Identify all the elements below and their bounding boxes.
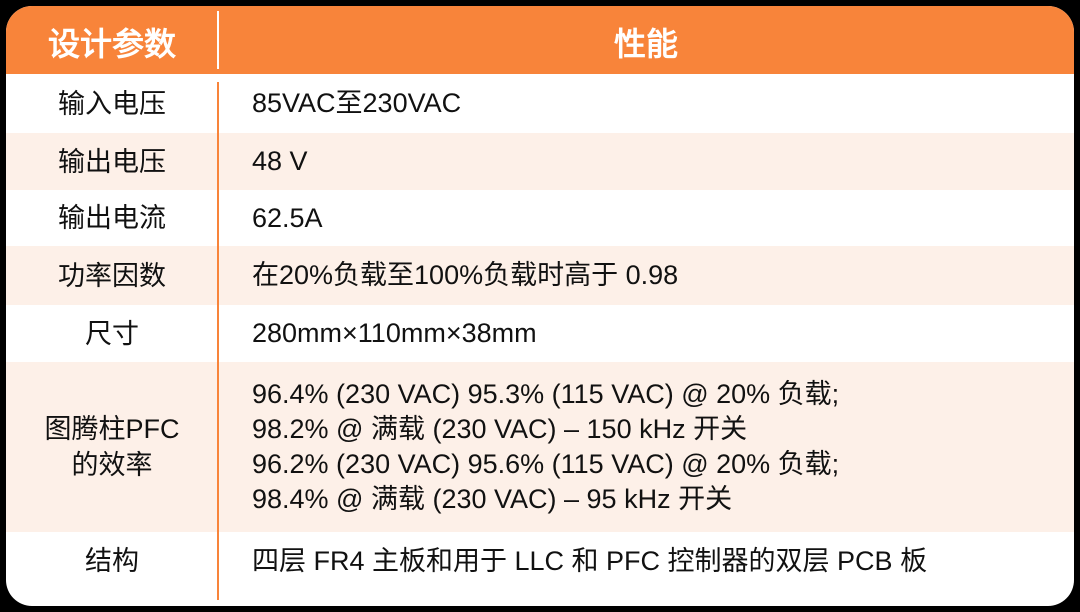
- param-label: 结构: [85, 546, 139, 576]
- row-param: 尺寸: [6, 305, 218, 362]
- param-label: 图腾柱PFC的效率: [44, 414, 180, 480]
- value-line: 四层 FR4 主板和用于 LLC 和 PFC 控制器的双层 PCB 板: [252, 545, 928, 576]
- value-line: 85VAC至230VAC: [252, 88, 462, 118]
- param-label: 输出电压: [58, 146, 166, 177]
- value-line: 96.4% (230 VAC) 95.3% (115 VAC) @ 20% 负载…: [252, 379, 840, 409]
- row-value: 96.4% (230 VAC) 95.3% (115 VAC) @ 20% 负载…: [252, 362, 1064, 532]
- header-performance: 性能: [613, 26, 678, 62]
- row-param: 结构: [6, 532, 218, 590]
- table-row: 结构 四层 FR4 主板和用于 LLC 和 PFC 控制器的双层 PCB 板: [6, 532, 1074, 590]
- param-label: 尺寸: [85, 318, 139, 349]
- param-label: 功率因数: [58, 260, 166, 291]
- table-row: 功率因数 在20%负载至100%负载时高于 0.98: [6, 246, 1074, 305]
- value-line: 280mm×110mm×38mm: [252, 318, 537, 348]
- table-row: 输出电压 48 V: [6, 133, 1074, 190]
- row-value: 在20%负载至100%负载时高于 0.98: [252, 246, 1064, 305]
- row-value: 85VAC至230VAC: [252, 74, 1064, 133]
- column-divider: [217, 82, 219, 600]
- header-divider: [217, 11, 219, 69]
- row-param: 输出电流: [6, 190, 218, 246]
- row-param: 输出电压: [6, 133, 218, 190]
- table-row: 输入电压 85VAC至230VAC: [6, 74, 1074, 133]
- value-line: 62.5A: [252, 202, 323, 233]
- table-header: 设计参数 性能: [6, 6, 1074, 74]
- row-value: 280mm×110mm×38mm: [252, 305, 1064, 362]
- row-param: 输入电压: [6, 74, 218, 133]
- table-row: 尺寸 280mm×110mm×38mm: [6, 305, 1074, 362]
- row-value: 62.5A: [252, 190, 1064, 246]
- value-line: 98.4% @ 满载 (230 VAC) – 95 kHz 开关: [252, 484, 733, 514]
- header-param: 设计参数: [47, 26, 176, 62]
- spec-table: 设计参数 性能 输入电压 85VAC至230VAC 输出电压 48 V 输出电流 62.5…: [6, 6, 1074, 606]
- value-line: 98.2% @ 满载 (230 VAC) – 150 kHz 开关: [252, 414, 748, 444]
- row-param: 图腾柱PFC的效率: [6, 362, 218, 532]
- table-row: 图腾柱PFC的效率 96.4% (230 VAC) 95.3% (115 VAC)…: [6, 362, 1074, 532]
- param-label: 输入电压: [58, 88, 166, 119]
- param-label: 输出电流: [58, 203, 166, 233]
- table-row: 输出电流 62.5A: [6, 190, 1074, 246]
- row-param: 功率因数: [6, 246, 218, 305]
- row-value: 四层 FR4 主板和用于 LLC 和 PFC 控制器的双层 PCB 板: [252, 532, 1064, 590]
- value-line: 96.2% (230 VAC) 95.6% (115 VAC) @ 20% 负载…: [252, 449, 840, 479]
- value-line: 在20%负载至100%负载时高于 0.98: [252, 260, 679, 290]
- value-line: 48 V: [252, 146, 308, 176]
- row-value: 48 V: [252, 133, 1064, 190]
